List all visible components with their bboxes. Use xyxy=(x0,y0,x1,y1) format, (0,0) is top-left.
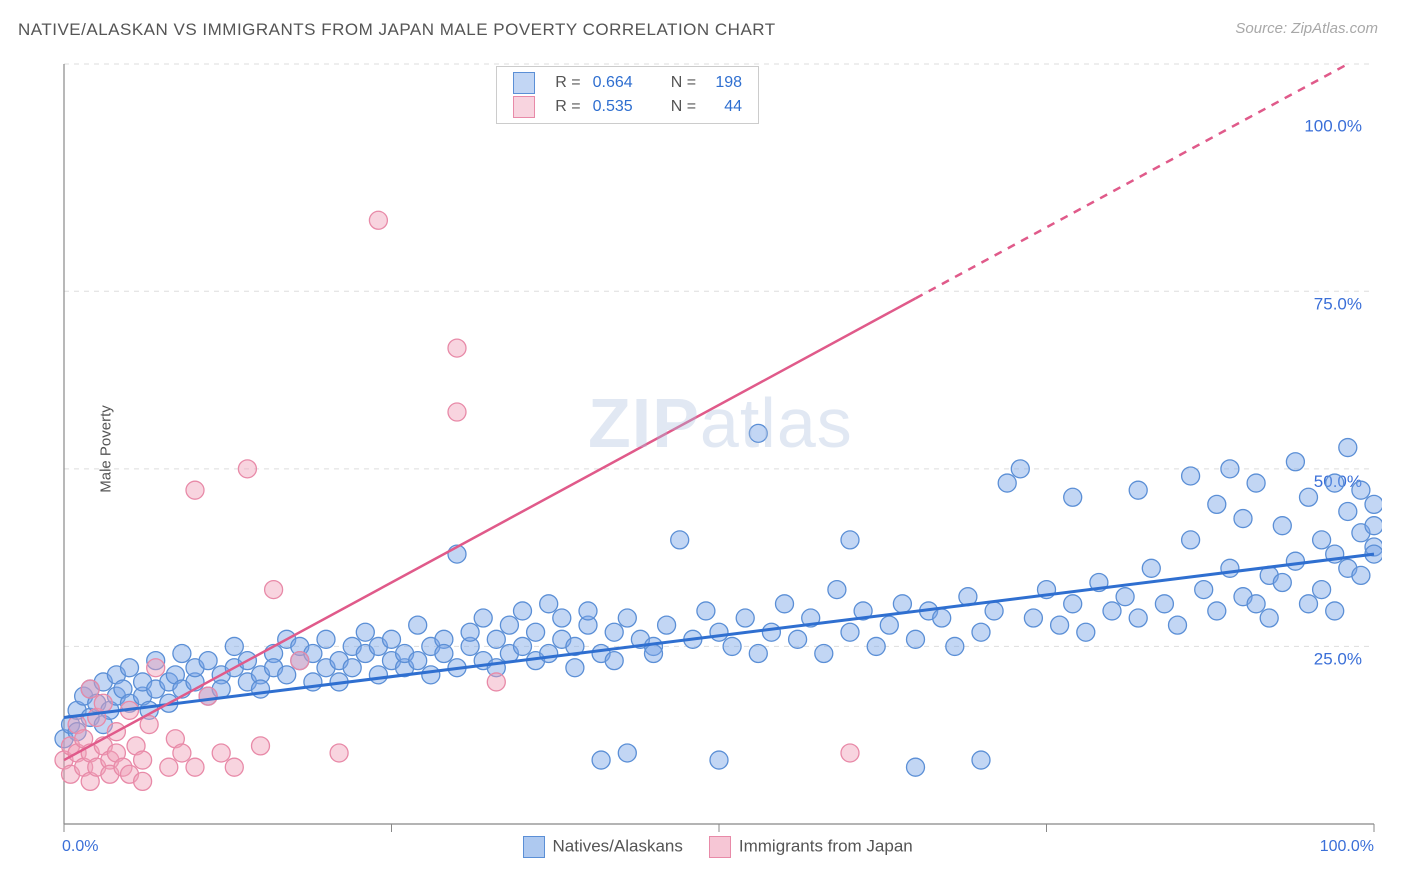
svg-text:100.0%: 100.0% xyxy=(1304,117,1362,136)
scatter-plot-svg: 25.0%50.0%75.0%100.0% xyxy=(52,50,1382,842)
x-axis-min-label: 0.0% xyxy=(62,838,98,856)
svg-text:25.0%: 25.0% xyxy=(1314,649,1362,668)
chart-title: NATIVE/ALASKAN VS IMMIGRANTS FROM JAPAN … xyxy=(18,20,776,40)
x-axis-max-label: 100.0% xyxy=(1320,838,1374,856)
legend-item: Immigrants from Japan xyxy=(709,836,913,858)
svg-text:75.0%: 75.0% xyxy=(1314,294,1362,313)
legend-item: Natives/Alaskans xyxy=(523,836,683,858)
correlation-chart: Male Poverty 25.0%50.0%75.0%100.0% ZIPat… xyxy=(52,50,1382,848)
series-legend: Natives/Alaskans Immigrants from Japan xyxy=(523,836,913,858)
correlation-legend: R =0.664N =198R =0.535N =44 xyxy=(496,66,759,124)
source-attribution: Source: ZipAtlas.com xyxy=(1235,20,1378,37)
